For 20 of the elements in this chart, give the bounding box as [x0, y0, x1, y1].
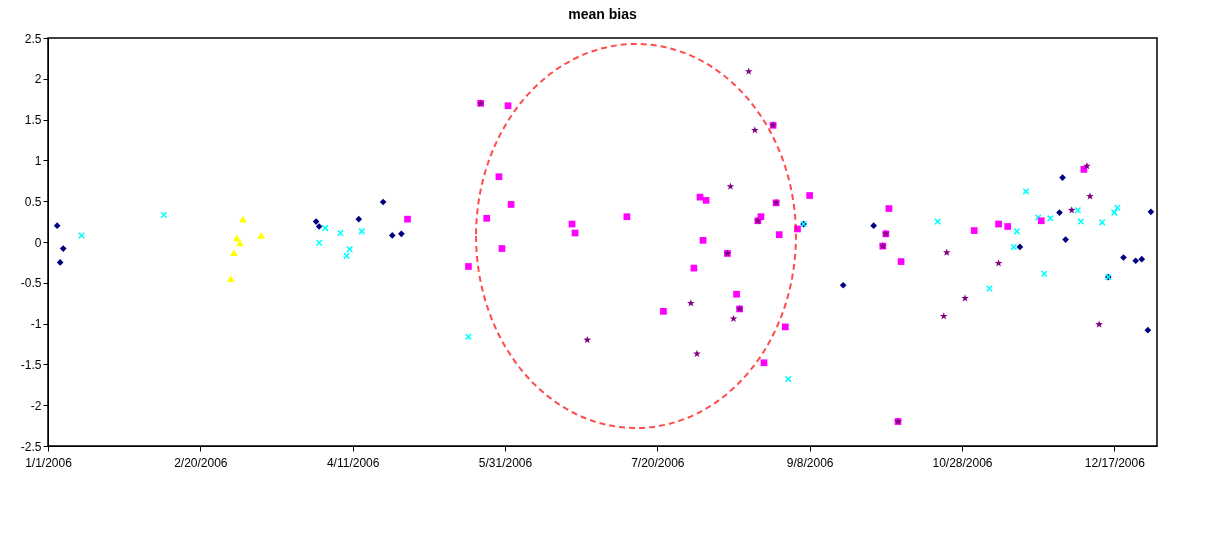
y-tick-label: 1.5 [24, 113, 42, 128]
x-tick-label: 2/20/2006 [174, 455, 228, 470]
y-tick-label: 1 [34, 153, 42, 168]
y-tick-label: -0.5 [20, 276, 42, 291]
x-tick-label: 5/31/2006 [478, 455, 533, 470]
y-tick-label: 0 [34, 235, 42, 250]
x-tick-label: 12/17/2006 [1084, 455, 1146, 470]
y-tick-label: -2.5 [20, 439, 42, 454]
x-tick-label: 9/8/2006 [786, 455, 834, 470]
x-tick-label: 7/20/2006 [631, 455, 685, 470]
x-tick-label: 4/11/2006 [326, 455, 380, 470]
chart-title: mean bias [568, 6, 637, 22]
y-tick-label: 2.5 [24, 31, 42, 46]
y-tick-label: 0.5 [24, 194, 42, 209]
y-tick-label: -1.5 [20, 357, 42, 372]
x-tick-label: 1/1/2006 [25, 455, 73, 470]
y-tick-label: 2 [34, 72, 42, 87]
y-tick-label: -2 [30, 398, 42, 413]
y-tick-label: -1 [30, 317, 42, 332]
x-tick-label: 10/28/2006 [932, 455, 993, 470]
